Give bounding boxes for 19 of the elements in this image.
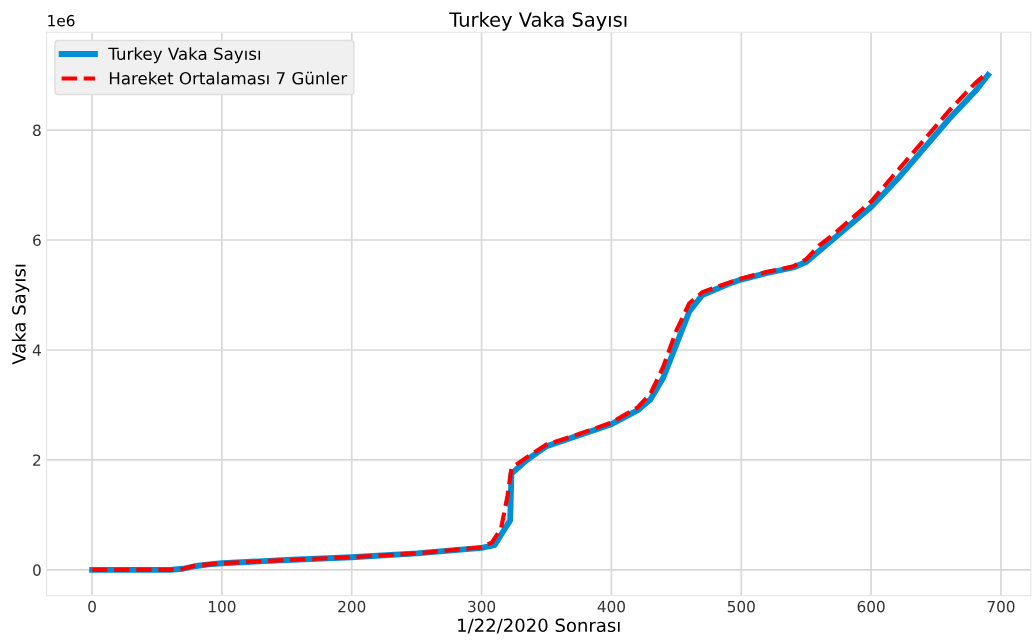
x-tick-label: 600 [857, 600, 885, 613]
y-axis-title: Vaka Sayısı [11, 264, 30, 365]
x-tick-label: 400 [597, 600, 625, 613]
text: 1e6 [48, 14, 75, 27]
x-tick-label: 700 [987, 600, 1015, 613]
x-axis-title: 1/22/2020 Sonrası [458, 618, 620, 634]
legend-label: Turkey Vaka Sayısı [108, 47, 261, 64]
y-tick-label: 2 [33, 454, 41, 466]
y-tick-label: 6 [33, 234, 41, 247]
x-tick-label: 500 [727, 600, 755, 613]
x-tick-label: 100 [209, 600, 236, 613]
y-tick-label: 0 [33, 564, 41, 576]
x-tick-label: 200 [338, 600, 366, 613]
y-tick-label: 4 [32, 344, 41, 356]
x-tick-label: 0 [88, 600, 96, 613]
chart-title: Turkey Vaka Sayısı [449, 11, 627, 31]
y-tick-label: 8 [33, 124, 41, 137]
x-tick-label: 300 [468, 600, 496, 613]
legend-label: Hareket Ortalaması 7 Günler [109, 71, 348, 85]
